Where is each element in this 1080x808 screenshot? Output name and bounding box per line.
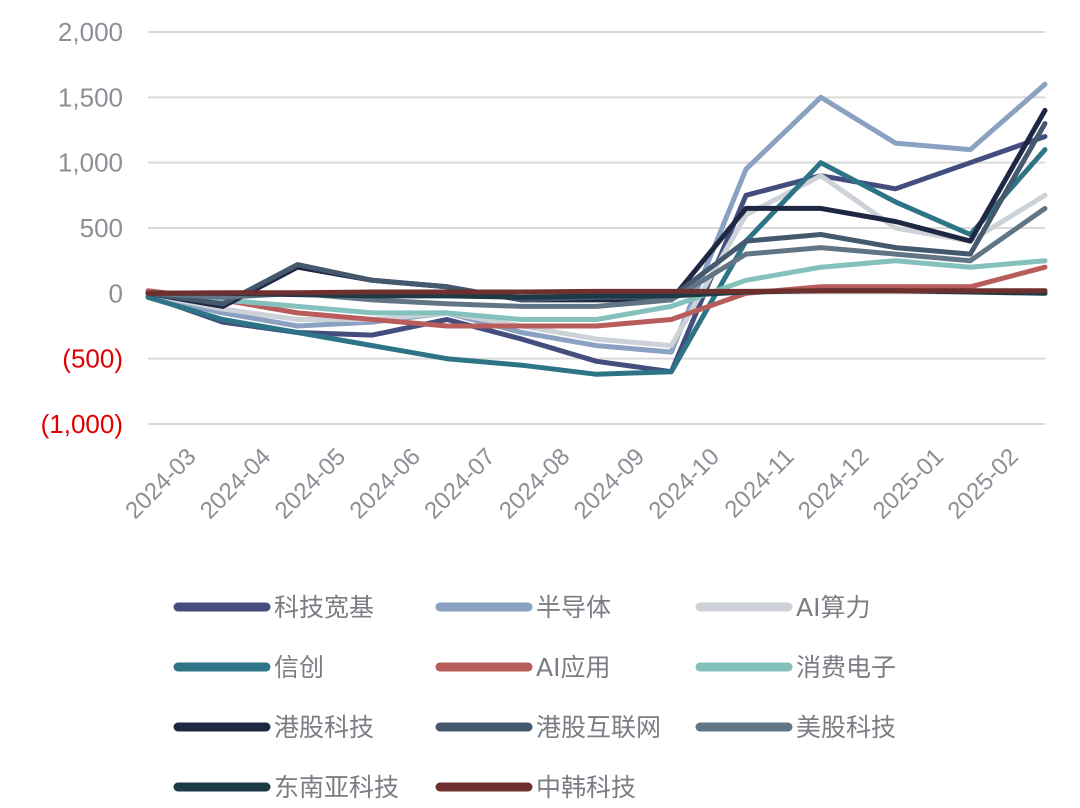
y-tick-label: 500	[80, 213, 123, 243]
legend-label: 东南亚科技	[274, 773, 399, 802]
x-tick-label: 2024-06	[344, 443, 425, 524]
series-line	[145, 258, 1048, 322]
y-tick-label: 1,500	[58, 82, 123, 112]
x-tick-label: 2024-12	[793, 443, 874, 524]
series-line	[145, 81, 1048, 355]
x-tick-label: 2024-08	[494, 443, 575, 524]
x-tick-label: 2024-09	[569, 443, 650, 524]
x-tick-label: 2024-07	[419, 443, 500, 524]
legend-label: 消费电子	[796, 653, 896, 682]
legend-label: 美股科技	[796, 713, 896, 742]
legend-label: 中韩科技	[536, 773, 636, 802]
y-tick-label: (500)	[62, 344, 123, 374]
y-tick-label: (1,000)	[41, 409, 123, 439]
x-tick-label: 2024-05	[270, 443, 351, 524]
legend-label: 港股科技	[274, 713, 374, 742]
series-line	[145, 173, 1048, 349]
x-tick-label: 2024-10	[643, 443, 724, 524]
y-axis-ticks: 2,000 1,500 1,000 500 0 (500) (1,000)	[41, 17, 123, 439]
legend-label: 港股互联网	[536, 713, 661, 742]
legend-label: 科技宽基	[274, 593, 374, 622]
x-axis-ticks: 2024-032024-042024-052024-062024-072024-…	[120, 443, 1024, 524]
legend-label: AI应用	[536, 653, 610, 682]
series-line	[145, 288, 1048, 296]
x-tick-label: 2025-02	[942, 443, 1023, 524]
legend-label: 信创	[274, 653, 324, 682]
legend-label: 半导体	[536, 593, 611, 622]
x-tick-label: 2024-11	[720, 443, 800, 523]
y-tick-label: 1,000	[58, 148, 123, 178]
x-tick-label: 2024-04	[195, 443, 276, 524]
legend-label: AI算力	[796, 593, 870, 622]
x-tick-label: 2025-01	[868, 443, 949, 524]
y-tick-label: 2,000	[58, 17, 123, 47]
x-tick-label: 2024-03	[120, 443, 201, 524]
y-tick-label: 0	[109, 278, 123, 308]
series-line	[145, 147, 1048, 377]
series-lines	[145, 81, 1048, 377]
series-line	[145, 264, 1048, 329]
